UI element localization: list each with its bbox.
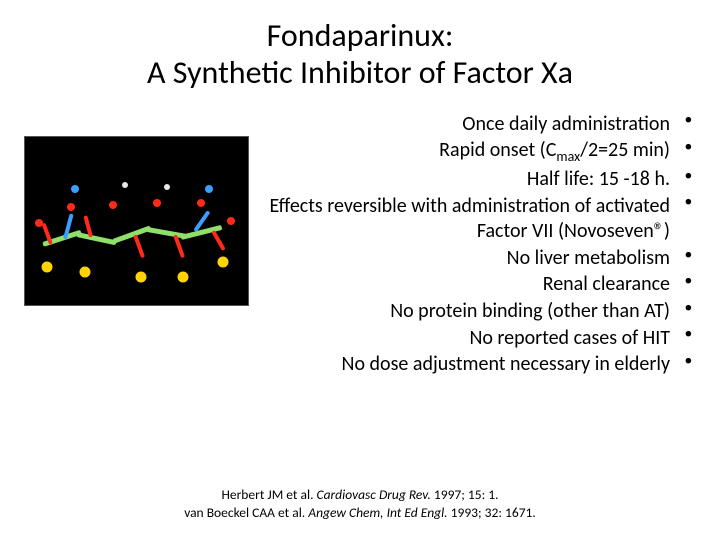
bullet-item: No reported cases of HIT bbox=[259, 326, 692, 352]
molecule-atom bbox=[218, 256, 229, 267]
slide-body: Once daily administrationRapid onset (Cm… bbox=[24, 112, 696, 379]
reference-line: van Boeckel CAA et al. Angew Chem, Int E… bbox=[0, 504, 720, 522]
molecule-atom bbox=[67, 203, 75, 211]
molecule-bond bbox=[76, 232, 116, 245]
bullet-item: Effects reversible with administration o… bbox=[259, 194, 692, 245]
molecule-atom bbox=[80, 266, 91, 277]
molecule-atom bbox=[35, 219, 43, 227]
bullet-item: Half life: 15 -18 h. bbox=[259, 167, 692, 193]
molecule-bond bbox=[211, 230, 225, 251]
bullet-item: No protein binding (other than AT) bbox=[259, 299, 692, 325]
slide: Fondaparinux: A Synthetic Inhibitor of F… bbox=[0, 0, 720, 540]
molecule-atom bbox=[136, 271, 147, 282]
slide-title: Fondaparinux: A Synthetic Inhibitor of F… bbox=[24, 18, 696, 92]
molecule-atom bbox=[205, 185, 213, 193]
reference-line: Herbert JM et al. Cardiovasc Drug Rev. 1… bbox=[0, 486, 720, 504]
molecule-atom bbox=[71, 185, 79, 193]
molecule-atom bbox=[178, 271, 189, 282]
molecule-canvas bbox=[25, 137, 248, 305]
molecule-atom bbox=[164, 184, 170, 190]
bullet-item: No liver metabolism bbox=[259, 246, 692, 272]
references: Herbert JM et al. Cardiovasc Drug Rev. 1… bbox=[0, 486, 720, 522]
bullet-item: Once daily administration bbox=[259, 112, 692, 138]
title-line-1: Fondaparinux: bbox=[267, 16, 454, 55]
molecule-atom bbox=[227, 217, 235, 225]
bullet-item: No dose adjustment necessary in elderly bbox=[259, 352, 692, 378]
title-line-2: A Synthetic Inhibitor of Factor Xa bbox=[147, 53, 573, 92]
bullet-item: Rapid onset (Cmax/2=25 min) bbox=[259, 138, 692, 166]
bullet-item: Renal clearance bbox=[259, 272, 692, 298]
molecule-atom bbox=[122, 182, 128, 188]
molecule-figure bbox=[24, 136, 249, 306]
molecule-atom bbox=[109, 201, 117, 209]
molecule-atom bbox=[153, 199, 161, 207]
molecule-bond bbox=[133, 234, 145, 258]
bullet-panel: Once daily administrationRapid onset (Cm… bbox=[249, 112, 696, 379]
molecule-atom bbox=[42, 261, 53, 272]
molecule-atom bbox=[197, 199, 205, 207]
bullet-list: Once daily administrationRapid onset (Cm… bbox=[259, 112, 696, 378]
molecule-bond bbox=[112, 225, 151, 243]
